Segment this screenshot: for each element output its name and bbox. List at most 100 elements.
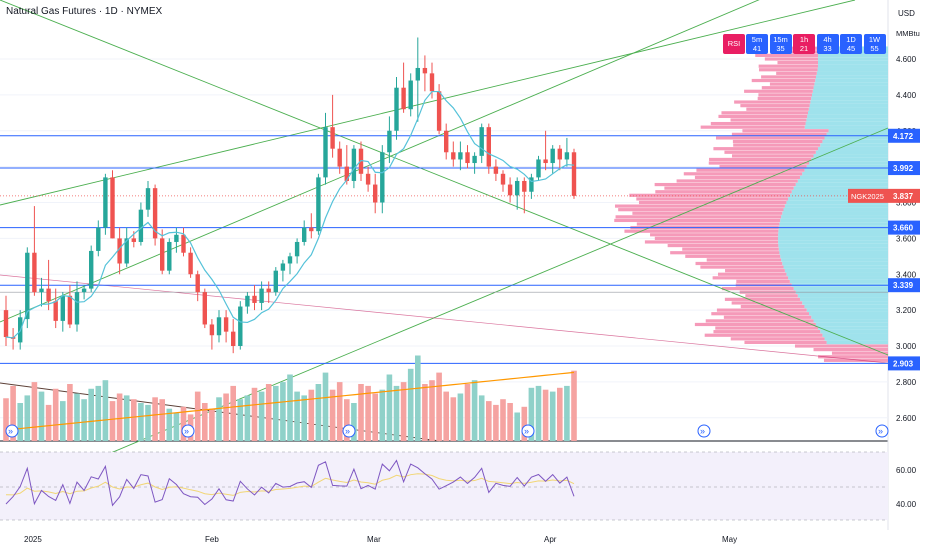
volume-bar [81,399,87,441]
volume-bar [528,387,535,441]
volume-bar [365,385,371,441]
volume-bar [3,398,9,441]
volume-bar [436,372,442,441]
volume-bar [571,370,577,441]
rsi-timeframe-button[interactable]: 1W 55 [863,34,886,54]
volume-bar [10,385,16,441]
candle-body [39,288,44,293]
rsi-label[interactable]: RSI [723,34,745,54]
candle-body [351,148,357,181]
event-marker-glyph: » [700,426,705,436]
candle-body [160,238,165,271]
candle-body [46,288,51,302]
volume-bar [500,399,506,441]
time-axis-label: Apr [544,535,557,544]
candle-body [323,127,328,178]
candle-body [316,177,321,232]
candle-body [444,130,449,153]
rsi-timeframe-button[interactable]: 4h 33 [816,34,839,54]
volume-bar [315,384,322,441]
candle-body [103,177,108,228]
volume-bar [557,387,563,441]
volume-bar [464,384,471,441]
volume-bar [308,389,315,441]
volume-bar [564,385,570,441]
candle-body [145,188,151,210]
volume-bar [95,385,102,441]
candle-body [174,234,179,242]
volume-bar [450,397,457,441]
level-tag [888,220,920,235]
volume-bar [386,374,393,441]
volume-bar [507,403,513,441]
candle-body [287,256,293,264]
volume-bar [443,391,449,441]
volume-bar [301,395,307,441]
candle-body [493,166,499,174]
candle-body [330,127,335,149]
volume-bar [216,397,222,441]
volume-bar [131,399,137,441]
candle-body [53,301,58,321]
candle-body [202,292,207,325]
level-tag-label: 3.992 [893,164,914,173]
event-marker-icon [342,424,356,438]
candle-body [231,331,236,346]
volume-bar [486,401,492,441]
candle-body [422,67,428,74]
currency-label: USD [898,9,915,18]
candle-body [216,317,222,336]
volume-bar [102,380,109,441]
candle-body [564,152,570,160]
price-tick-label: 3.400 [896,270,917,279]
candle-body [167,241,172,271]
volume-bar [535,385,542,441]
candle-body [96,227,101,251]
candle-body [451,152,456,160]
channel-line [0,274,889,364]
candle-body [280,263,286,271]
volume-bar [400,382,407,441]
volume-bar [180,406,187,441]
volume-bar [429,380,435,441]
rsi-timeframe-button[interactable]: 15m 35 [769,34,792,54]
level-tag [888,278,920,293]
volume-bar [202,403,208,441]
current-price-tag [848,188,920,203]
rsi-timeframe-button[interactable]: 1D 45 [840,34,862,54]
candle-body [131,238,136,242]
volume-bar [52,388,59,441]
volume-bar [145,404,151,441]
candle-body [60,295,65,321]
candle-body [252,295,257,303]
current-price-label: 3.837 [893,192,914,201]
level-tag [888,161,920,176]
volume-bar [74,393,80,441]
candle-body [408,80,413,110]
candle-body [486,127,491,167]
candle-body [67,295,73,325]
candle-body [110,177,115,239]
volume-bar [351,403,357,441]
candle-body [436,91,442,131]
time-axis-label: 2025 [24,535,42,544]
price-tick-label: 4.600 [896,55,917,64]
volume-bar [67,384,73,441]
candle-body [472,155,477,164]
rsi-timeframe-button[interactable]: 1h 21 [793,34,815,54]
volume-bar [493,404,499,441]
unit-label: MMBtu [896,29,920,38]
candle-body [117,238,122,264]
volume-bar [407,368,414,441]
candle-body [259,288,264,303]
volume-bar [322,372,329,441]
volume-bar [38,391,45,441]
candle-body [238,306,243,346]
volume-bar [17,403,23,441]
candle-body [465,152,470,164]
candle-body [124,238,129,264]
rsi-timeframe-button[interactable]: 5m 41 [746,34,768,54]
volume-bar [344,399,350,441]
volume-bar [173,412,180,441]
